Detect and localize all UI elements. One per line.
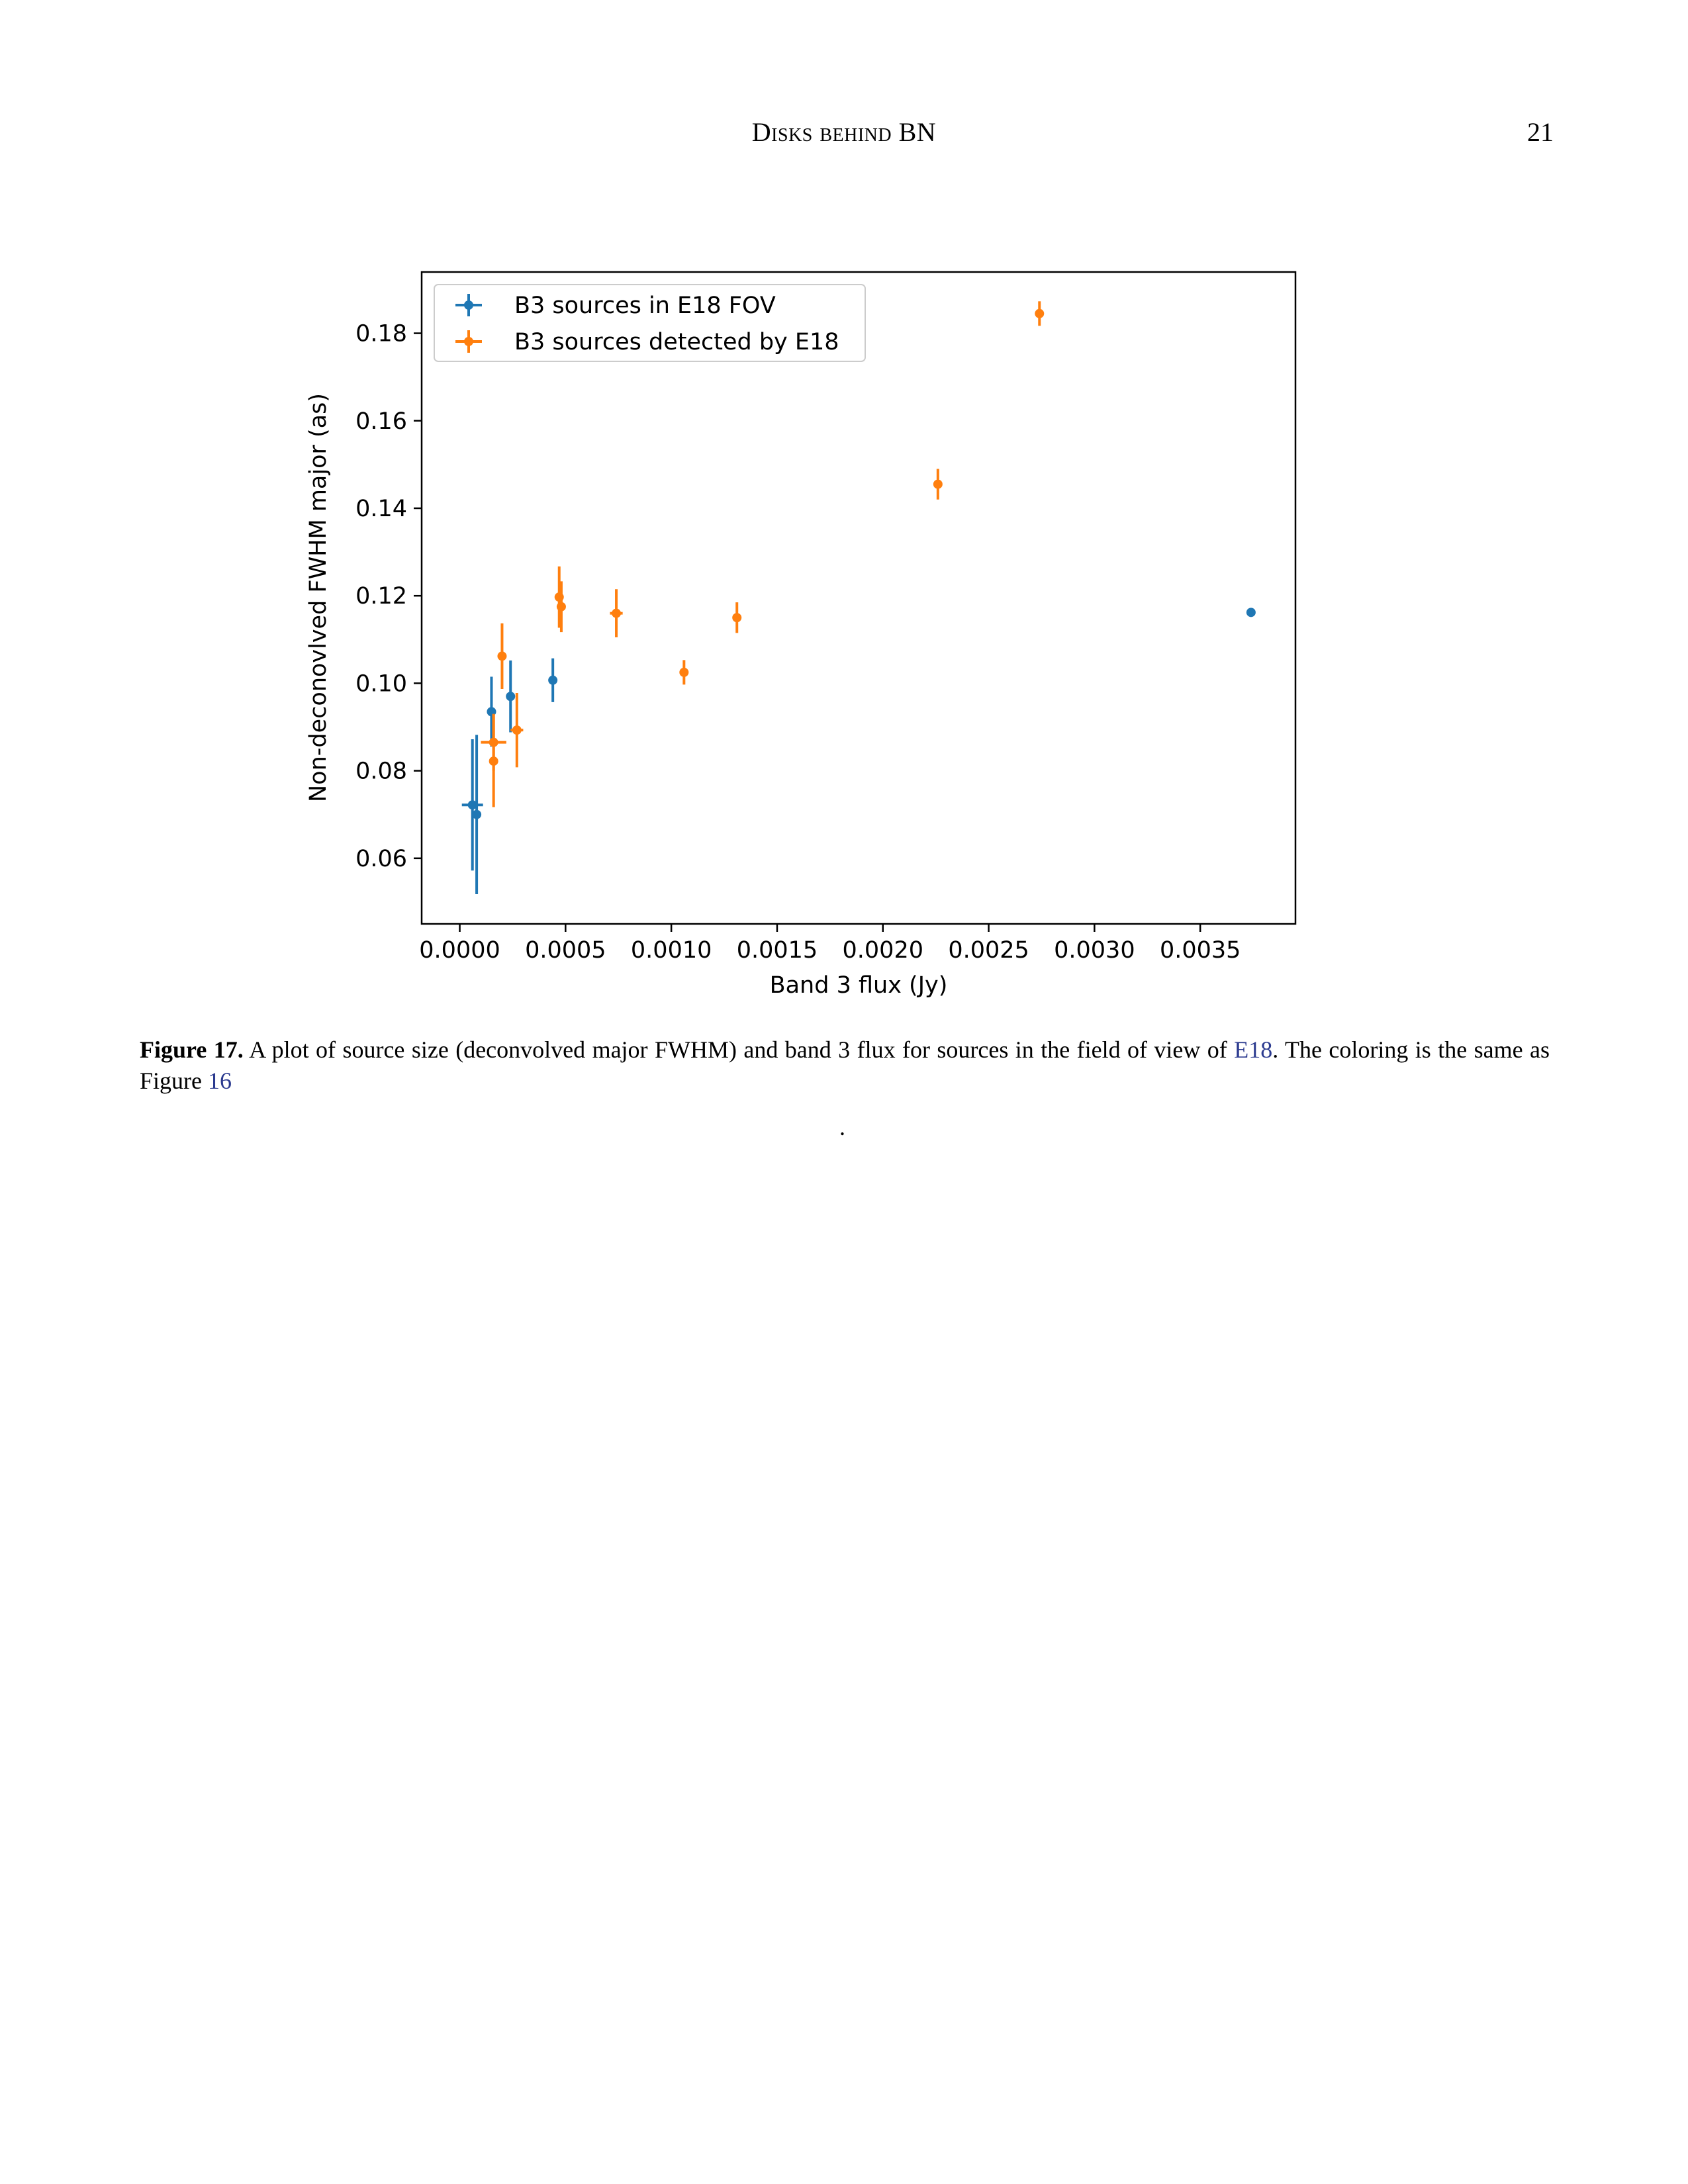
y-tick-label: 0.14: [355, 496, 407, 522]
x-axis: 0.0000 0.0005 0.0010 0.0015 0.0020 0.0025 0.00…: [419, 924, 1241, 964]
scatter-chart: 0.0000 0.0005 0.0010 0.0015 0.0020 0.0025 0.00…: [305, 271, 1297, 999]
caption-text: A plot of source size (deconvolved major…: [249, 1036, 1227, 1063]
caption-label: Figure 17.: [140, 1036, 244, 1063]
y-tick-label: 0.06: [355, 846, 407, 872]
data-point-detected-by-e18: [497, 651, 507, 661]
y-tick-label: 0.18: [355, 321, 407, 347]
caption-text-continued: . The coloring is the same as Figure: [140, 1036, 1550, 1094]
trailing-dot: .: [839, 1114, 845, 1140]
x-tick-label: 0.0025: [948, 937, 1029, 964]
data-point-detected-by-e18: [1035, 308, 1045, 318]
data-point-detected-by-e18: [612, 608, 622, 618]
data-point-detected-by-e18: [556, 602, 566, 612]
x-tick-label: 0.0030: [1054, 937, 1135, 964]
legend-marker-blue: [455, 294, 482, 316]
running-title: Disks behind BN: [751, 117, 937, 147]
y-tick-label: 0.12: [355, 583, 407, 610]
data-point-detected-by-e18: [732, 613, 742, 623]
x-tick-label: 0.0000: [419, 937, 500, 964]
x-tick-label: 0.0010: [631, 937, 712, 964]
data-point-detected-by-e18: [489, 756, 498, 766]
figure-17: 0.0000 0.0005 0.0010 0.0015 0.0020 0.0025 0.00…: [291, 251, 1350, 1013]
y-tick-label: 0.08: [355, 758, 407, 785]
chart-marks: [461, 301, 1256, 895]
citation-link-e18[interactable]: E18: [1234, 1036, 1273, 1063]
legend: B3 sources in E18 FOV B3 sources detecte…: [434, 284, 866, 362]
data-point-e18-fov: [467, 800, 477, 810]
x-tick-label: 0.0015: [737, 937, 818, 964]
legend-label-detected-by-e18: B3 sources detected by E18: [514, 329, 839, 355]
y-tick-label: 0.10: [355, 670, 407, 697]
x-tick-label: 0.0020: [843, 937, 923, 964]
data-point-detected-by-e18: [512, 725, 522, 735]
y-axis: 0.06 0.08 0.10 0.12 0.14 0.16 0.18: [355, 321, 422, 872]
data-point-e18-fov: [506, 692, 516, 702]
data-point-detected-by-e18: [933, 479, 943, 489]
y-tick-label: 0.16: [355, 408, 407, 435]
legend-box: [434, 284, 866, 362]
data-point-e18-fov: [1246, 608, 1256, 617]
figure-link-16[interactable]: 16: [208, 1068, 232, 1094]
y-axis-label: Non-deconovlved FWHM major (as): [305, 393, 332, 802]
page-number: 21: [1527, 117, 1554, 147]
legend-marker-orange: [455, 330, 482, 353]
data-point-detected-by-e18: [679, 667, 689, 677]
x-axis-label: Band 3 flux (Jy): [770, 972, 948, 999]
x-tick-label: 0.0035: [1160, 937, 1241, 964]
data-point-e18-fov: [548, 675, 558, 685]
legend-label-e18-fov: B3 sources in E18 FOV: [514, 293, 776, 319]
data-point-e18-fov: [472, 809, 482, 819]
x-tick-label: 0.0005: [525, 937, 606, 964]
plot-frame: [420, 271, 1297, 925]
figure-caption: Figure 17. A plot of source size (deconv…: [140, 1034, 1550, 1097]
